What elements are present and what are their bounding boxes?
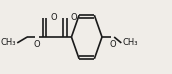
Text: CH₃: CH₃: [1, 38, 16, 47]
Text: O: O: [34, 40, 40, 49]
Text: O: O: [109, 40, 116, 49]
Text: O: O: [70, 13, 77, 22]
Text: O: O: [50, 13, 57, 22]
Text: CH₃: CH₃: [122, 38, 138, 47]
